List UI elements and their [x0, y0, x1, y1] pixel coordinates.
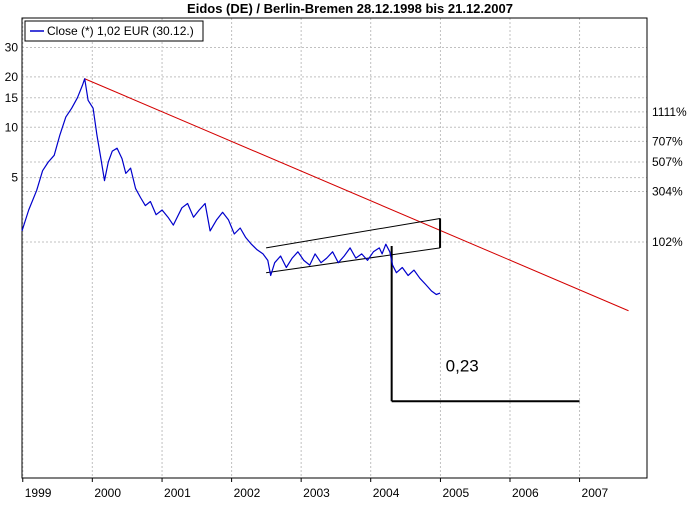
x-tick-label: 2002: [234, 486, 261, 500]
x-tick-label: 2007: [582, 486, 609, 500]
channel-lower-line: [266, 247, 441, 274]
legend-label: Close (*) 1,02 EUR (30.12.): [47, 24, 194, 38]
x-tick-label: 2006: [512, 486, 539, 500]
axis-ticks: 1999 2000 2001 2002 2003 2004 2005 2006 2007 5 10 1…: [5, 40, 687, 500]
y-tick-label-right: 707%: [652, 134, 683, 148]
y-tick-label-right: 102%: [652, 235, 683, 249]
chart-title: Eidos (DE) / Berlin-Bremen 28.12.1998 bi…: [187, 1, 513, 16]
y-tick-label-right: 1111%: [652, 105, 687, 119]
grid: [22, 18, 647, 478]
legend: Close (*) 1,02 EUR (30.12.): [24, 20, 204, 42]
price-line: [21, 78, 441, 296]
y-tick-label-right: 507%: [652, 155, 683, 169]
x-tick-label: 2001: [164, 486, 191, 500]
y-tick-label-left: 5: [11, 171, 18, 185]
x-tick-label: 2004: [373, 486, 400, 500]
projection-label: 0,23: [446, 356, 479, 375]
annotations: 0,23: [84, 78, 629, 403]
y-tick-label-right: 304%: [652, 184, 683, 198]
y-tick-label-left: 20: [5, 70, 19, 84]
plot-frame: [21, 17, 648, 479]
x-tick-label: 2000: [94, 486, 121, 500]
channel-upper-line: [266, 217, 441, 249]
x-tick-label: 2003: [303, 486, 330, 500]
price-series: [21, 78, 441, 296]
x-tick-label: 1999: [25, 486, 52, 500]
legend-box: [24, 20, 204, 42]
x-tick-label: 2005: [442, 486, 469, 500]
trendline: [84, 78, 629, 312]
y-tick-label-left: 15: [5, 91, 19, 105]
y-tick-label-left: 10: [5, 120, 19, 134]
y-tick-label-left: 30: [5, 40, 19, 54]
